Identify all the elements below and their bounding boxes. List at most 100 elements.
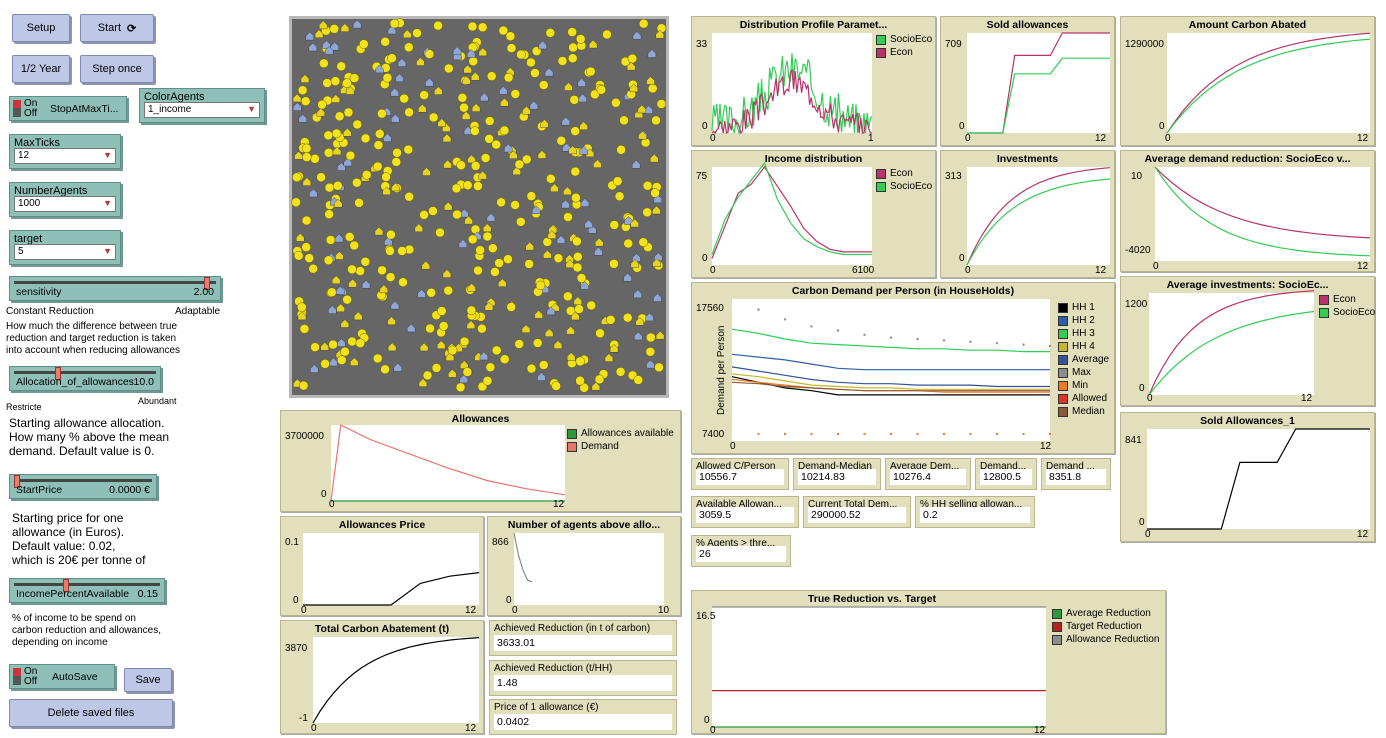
slider-track[interactable]: [14, 371, 156, 374]
distribution-plot: Distribution Profile Paramet... 33 0 0 1…: [691, 16, 936, 146]
house-icon: [646, 76, 655, 85]
agent-face-icon: [491, 345, 502, 356]
agent-face-icon: [385, 272, 396, 282]
house-icon: [591, 381, 601, 391]
monitor-label: Average Dem...: [890, 461, 960, 472]
agent-face-icon: [452, 209, 462, 220]
plot-area: [330, 424, 566, 502]
house-icon: [354, 311, 363, 321]
house-icon: [361, 280, 371, 289]
y-min-label: 0: [1139, 383, 1145, 394]
allowed-point: [943, 433, 945, 436]
agent-face-icon: [404, 192, 414, 202]
slider-track[interactable]: [14, 281, 216, 284]
slider-track[interactable]: [14, 583, 160, 586]
allowed-point: [837, 433, 839, 436]
switch-toggle[interactable]: [13, 100, 21, 117]
chooser-value[interactable]: 1000 ▼: [14, 196, 116, 212]
total-abatement-line: [312, 637, 480, 724]
house-icon: [632, 253, 641, 262]
world-view[interactable]: [289, 16, 669, 398]
avg-investments-plot: Average investments: SocioEc... 1200 0 0…: [1120, 276, 1375, 406]
chooser-value[interactable]: 1_income ▼: [144, 102, 260, 118]
agent-face-icon: [301, 143, 312, 154]
legend: Average Reduction Target Reduction Allow…: [1052, 607, 1159, 646]
half-year-button[interactable]: 1/2 Year: [12, 55, 70, 83]
slider-track[interactable]: [14, 479, 152, 482]
slider-knob[interactable]: [54, 367, 61, 380]
start-button[interactable]: Start ⟳: [80, 14, 154, 42]
slider-knob[interactable]: [204, 277, 211, 290]
agent-face-icon: [496, 197, 506, 208]
setup-button[interactable]: Setup: [12, 14, 70, 42]
switch-label: AutoSave: [52, 671, 98, 683]
agent-face-icon: [377, 265, 387, 276]
income-lines: [711, 161, 872, 259]
switch-label: StopAtMaxTi...: [50, 103, 119, 115]
agent-face-icon: [499, 125, 510, 136]
monitor-label: Demand ...: [1046, 461, 1095, 472]
delete-saved-files-button[interactable]: Delete saved files: [9, 699, 173, 727]
start-price-slider[interactable]: StartPrice 0.0000 €: [9, 474, 157, 499]
house-icon: [561, 116, 571, 126]
agent-face-icon: [633, 375, 644, 385]
agent-face-icon: [304, 253, 314, 263]
plot-area: [1148, 290, 1315, 396]
autosave-switch[interactable]: On Off AutoSave: [9, 664, 115, 689]
agent-face-icon: [594, 374, 605, 385]
x-min-label: 0: [710, 133, 716, 144]
legend: HH 1 HH 2 HH 3 HH 4 Average Max Min Allo…: [1058, 301, 1109, 418]
slider-knob[interactable]: [63, 579, 69, 592]
agent-face-icon: [359, 39, 369, 49]
house-icon: [452, 46, 462, 55]
x-min-label: 0: [311, 723, 317, 734]
y-min-label: 0: [704, 715, 710, 726]
slider-label: sensitivity: [16, 286, 62, 298]
slider-label: IncomePercentAvailable: [16, 588, 130, 600]
sensitivity-slider[interactable]: sensitivity 2.00: [9, 276, 221, 301]
agent-face-icon: [431, 363, 442, 373]
house-icon: [571, 311, 580, 321]
agent-face-icon: [579, 383, 589, 393]
income-percent-slider[interactable]: IncomePercentAvailable 0.15: [9, 578, 165, 603]
house-icon: [547, 230, 557, 239]
color-agents-chooser[interactable]: ColorAgents 1_income ▼: [139, 88, 265, 123]
monitor-value: 10214.83: [798, 469, 876, 485]
agent-face-icon: [510, 89, 521, 99]
stop-at-max-switch[interactable]: On Off StopAtMaxTi...: [9, 96, 127, 121]
number-agents-chooser[interactable]: NumberAgents 1000 ▼: [9, 182, 121, 217]
chooser-value[interactable]: 5 ▼: [14, 244, 116, 260]
chooser-value[interactable]: 12 ▼: [14, 148, 116, 164]
agent-face-icon: [389, 18, 400, 29]
agent-face-icon: [572, 236, 582, 247]
x-max-label: 12: [553, 499, 565, 510]
house-icon: [646, 359, 655, 369]
monitor-value: 0.0402: [494, 714, 672, 730]
agent-face-icon: [320, 359, 330, 369]
slider-knob[interactable]: [14, 475, 20, 488]
switch-toggle[interactable]: [13, 668, 21, 685]
step-once-button[interactable]: Step once: [80, 55, 154, 83]
house-icon: [537, 150, 547, 159]
max-ticks-chooser[interactable]: MaxTicks 12 ▼: [9, 134, 121, 169]
monitor-label: Available Allowan...: [696, 499, 782, 510]
house-icon: [397, 58, 407, 67]
save-button[interactable]: Save: [124, 668, 172, 692]
house-icon: [352, 19, 362, 29]
allocation-slider[interactable]: Allocation_of_allowances -10.0: [9, 366, 161, 391]
investment-lines: [966, 167, 1111, 266]
plot-area: [1154, 166, 1371, 261]
agent-face-icon: [374, 129, 385, 139]
house-icon: [634, 331, 643, 341]
house-icon: [579, 145, 588, 155]
chooser-label: MaxTicks: [14, 137, 61, 149]
monitor-value: 3633.01: [494, 635, 672, 651]
agent-face-icon: [323, 148, 334, 158]
house-icon: [302, 177, 312, 186]
agent-face-icon: [545, 28, 556, 38]
house-icon: [324, 46, 334, 55]
house-icon: [328, 305, 337, 314]
target-chooser[interactable]: target 5 ▼: [9, 230, 121, 265]
current-total-demand-monitor: Current Total Dem... 290000.52: [803, 496, 911, 528]
monitor-label: % HH selling allowan...: [920, 499, 1023, 510]
